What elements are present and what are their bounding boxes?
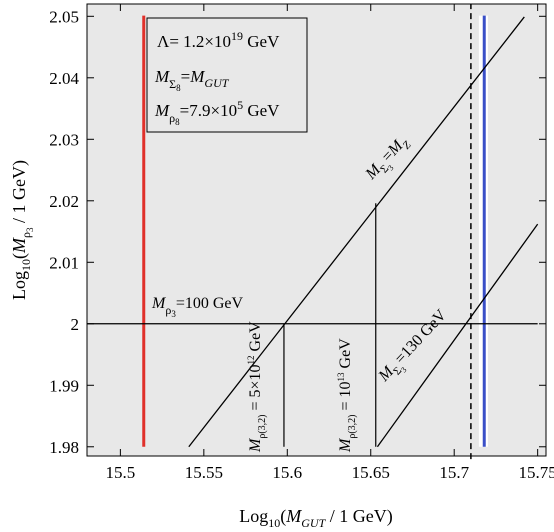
- y-tick-labels: 1.98 1.99 2 2.01 2.02 2.03 2.04 2.05: [49, 7, 79, 456]
- v1-label: Mρ(3,2) = 5×1012 GeV: [246, 321, 268, 453]
- x-tick-label: 15.75: [519, 463, 554, 482]
- x-tick-label: 15.6: [272, 463, 302, 482]
- x-tick-label: 15.55: [185, 463, 223, 482]
- legend-msigma8: MΣ8=MGUT: [154, 67, 230, 93]
- v2-label: Mρ(3,2) = 1013 GeV: [336, 338, 358, 453]
- legend-mrho8: Mρ8=7.9×105 GeV: [154, 98, 280, 127]
- y-tick-label: 1.99: [49, 376, 79, 395]
- legend-box: Λ= 1.2×1019 GeV MΣ8=MGUT Mρ8=7.9×105 GeV: [146, 17, 308, 133]
- y-tick-label: 2.02: [49, 192, 79, 211]
- x-tick-label: 15.5: [106, 463, 136, 482]
- series-line: [376, 223, 539, 448]
- y-tick-label: 1.98: [49, 438, 79, 457]
- y-tick-label: 2.01: [49, 253, 79, 272]
- plot-frame: [86, 3, 547, 457]
- legend-lambda: Λ= 1.2×1019 GeV: [157, 29, 280, 51]
- x-tick-label: 15.65: [352, 463, 390, 482]
- y-tick-label: 2.04: [49, 69, 79, 88]
- y-axis-title: Log10(Mρ3 / 1 GeV): [9, 160, 35, 300]
- rho3-label: Mρ3=100 GeV: [151, 295, 244, 319]
- vertical-lines: [142, 4, 488, 460]
- series-lines: [87, 16, 539, 448]
- y-tick-label: 2: [71, 315, 80, 334]
- legend-frame: [146, 17, 308, 133]
- y-tick-label: 2.05: [49, 7, 79, 26]
- x-tick-label: 15.7: [439, 463, 469, 482]
- series-line: [188, 16, 525, 448]
- x-axis-title: Log10(MGUT / 1 GeV): [239, 506, 393, 530]
- x-tick-labels: 15.5 15.55 15.6 15.65 15.7 15.75: [106, 463, 554, 482]
- y-tick-label: 2.03: [49, 130, 79, 149]
